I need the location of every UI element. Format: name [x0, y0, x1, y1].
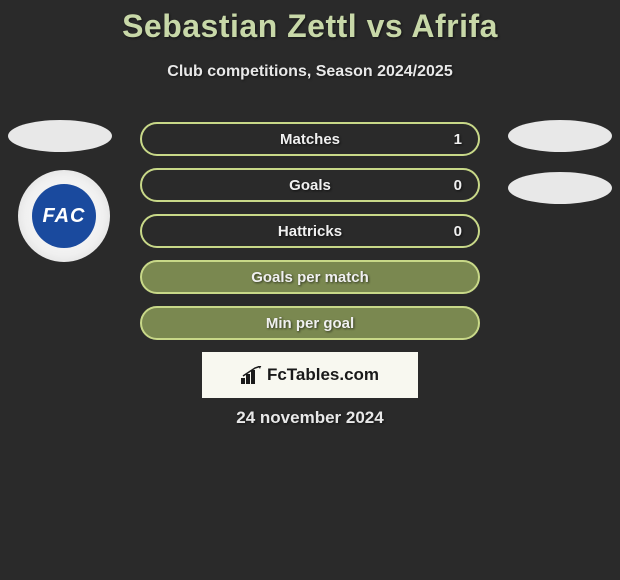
club-badge-inner: FAC: [32, 184, 96, 248]
stat-row: Goals 0: [140, 168, 480, 202]
chart-icon: [241, 366, 263, 384]
comparison-title: Sebastian Zettl vs Afrifa: [0, 0, 620, 45]
player2-avatar-placeholder-2: [508, 172, 612, 204]
player1-avatar-placeholder: [8, 120, 112, 152]
club-badge: FAC: [18, 170, 110, 262]
snapshot-date: 24 november 2024: [0, 408, 620, 428]
stat-value: 1: [454, 131, 462, 148]
stat-value: 0: [454, 177, 462, 194]
stat-label: Goals per match: [251, 269, 369, 286]
stat-label: Matches: [280, 131, 340, 148]
stat-row: Min per goal: [140, 306, 480, 340]
stats-container: Matches 1 Goals 0 Hattricks 0 Goals per match M…: [140, 122, 480, 352]
player2-avatar-placeholder-1: [508, 120, 612, 152]
stat-label: Hattricks: [278, 223, 342, 240]
stat-label: Min per goal: [266, 315, 354, 332]
stat-row: Matches 1: [140, 122, 480, 156]
comparison-subtitle: Club competitions, Season 2024/2025: [0, 63, 620, 81]
stat-label: Goals: [289, 177, 331, 194]
watermark-box: FcTables.com: [202, 352, 418, 398]
stat-value: 0: [454, 223, 462, 240]
fctables-logo: FcTables.com: [241, 365, 379, 385]
stat-row: Hattricks 0: [140, 214, 480, 248]
stat-row: Goals per match: [140, 260, 480, 294]
club-badge-abbrev: FAC: [43, 205, 86, 228]
watermark-text: FcTables.com: [267, 365, 379, 385]
